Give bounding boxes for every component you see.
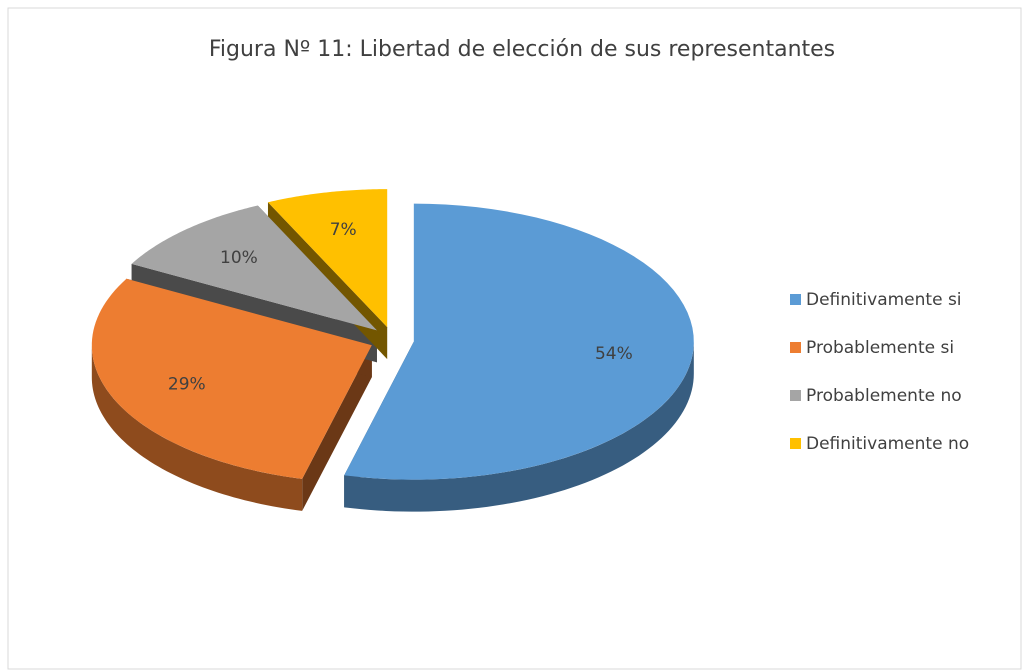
chart-title: Figura Nº 11: Libertad de elección de su… xyxy=(209,37,835,62)
legend-swatch xyxy=(790,342,801,353)
slice-side xyxy=(344,341,694,512)
data-label: 7% xyxy=(330,220,357,240)
legend-label: Definitivamente si xyxy=(806,290,962,310)
legend-swatch xyxy=(790,390,801,401)
slice xyxy=(344,203,694,480)
data-label: 29% xyxy=(168,375,206,395)
data-label: 10% xyxy=(220,248,258,268)
slice xyxy=(91,278,372,479)
slice-wall xyxy=(302,345,372,511)
legend-label: Probablemente si xyxy=(806,338,954,358)
data-label: 54% xyxy=(595,344,633,364)
slice xyxy=(267,189,388,328)
legend-swatch xyxy=(790,294,801,305)
legend-label: Definitivamente no xyxy=(806,434,969,454)
legend-label: Probablemente no xyxy=(806,386,962,406)
slice-side xyxy=(91,345,303,511)
slices xyxy=(91,189,694,480)
slice xyxy=(131,205,377,331)
legend-swatch xyxy=(790,438,801,449)
